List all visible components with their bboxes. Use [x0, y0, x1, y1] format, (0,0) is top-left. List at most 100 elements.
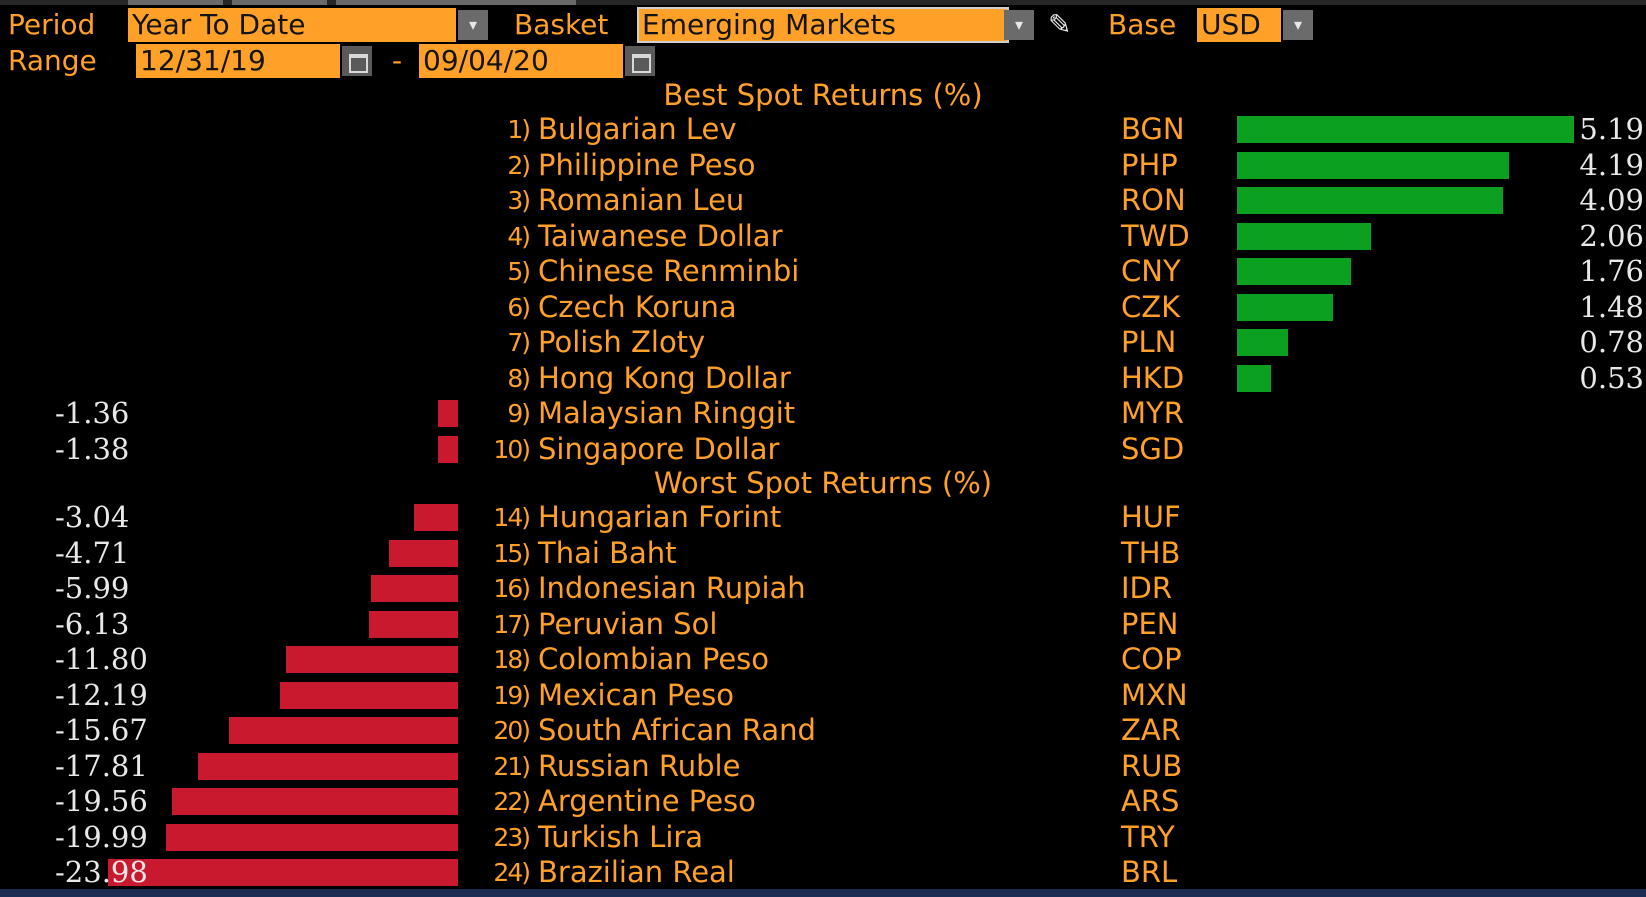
- list-item[interactable]: 4.09 3) Romanian Leu RON: [0, 183, 1646, 218]
- currency-code[interactable]: MXN: [1121, 677, 1188, 712]
- rank-number: 4): [507, 221, 531, 251]
- list-item[interactable]: 0.78 7) Polish Zloty PLN: [0, 325, 1646, 360]
- return-value: 1.48: [1579, 289, 1644, 324]
- rank-number: 2): [507, 150, 531, 180]
- list-item[interactable]: -3.04 14) Hungarian Forint HUF: [0, 500, 1646, 535]
- return-value: -3.04: [55, 500, 130, 534]
- return-value: 5.19: [1579, 112, 1644, 146]
- window-tab[interactable]: [336, 0, 576, 5]
- basket-select[interactable]: Emerging Markets: [637, 7, 1009, 43]
- currency-code[interactable]: PEN: [1121, 606, 1179, 641]
- currency-code[interactable]: PHP: [1121, 147, 1178, 182]
- range-label: Range: [8, 44, 97, 77]
- currency-name[interactable]: Hungarian Forint: [538, 500, 782, 534]
- rank-number: 8): [507, 363, 531, 393]
- currency-name[interactable]: Malaysian Ringgit: [538, 396, 796, 430]
- return-value: 4.19: [1579, 147, 1644, 182]
- currency-code[interactable]: HUF: [1121, 500, 1181, 534]
- list-item[interactable]: -15.67 20) South African Rand ZAR: [0, 713, 1646, 748]
- currency-code[interactable]: RUB: [1121, 748, 1183, 783]
- currency-code[interactable]: BGN: [1121, 112, 1185, 146]
- range-start-input[interactable]: 12/31/19: [136, 44, 340, 78]
- rank-number: 5): [507, 257, 531, 286]
- currency-code[interactable]: CZK: [1121, 289, 1181, 324]
- currency-code[interactable]: IDR: [1121, 571, 1173, 605]
- currency-name[interactable]: Polish Zloty: [538, 325, 706, 359]
- base-label: Base: [1108, 8, 1177, 41]
- currency-code[interactable]: TWD: [1121, 218, 1190, 253]
- pencil-icon[interactable]: ✎: [1048, 8, 1072, 41]
- currency-code[interactable]: BRL: [1121, 855, 1178, 889]
- currency-name[interactable]: Bulgarian Lev: [538, 112, 737, 146]
- range-separator: -: [392, 44, 403, 77]
- currency-code[interactable]: RON: [1121, 183, 1186, 217]
- currency-name[interactable]: Russian Ruble: [538, 748, 741, 783]
- return-value: -11.80: [55, 642, 148, 676]
- range-end-input[interactable]: 09/04/20: [419, 44, 623, 78]
- calendar-icon[interactable]: [342, 46, 372, 76]
- currency-code[interactable]: SGD: [1121, 431, 1185, 466]
- return-value: -1.36: [55, 396, 130, 430]
- currency-name[interactable]: Brazilian Real: [538, 855, 735, 889]
- list-item[interactable]: -19.99 23) Turkish Lira TRY: [0, 820, 1646, 855]
- rank-number: 6): [507, 292, 531, 322]
- currency-code[interactable]: CNY: [1121, 254, 1181, 288]
- negative-return-bar: [286, 646, 458, 673]
- return-value: 4.09: [1579, 183, 1644, 217]
- rank-number: 17): [493, 609, 531, 639]
- currency-name[interactable]: South African Rand: [538, 713, 816, 747]
- negative-return-bar: [280, 681, 458, 709]
- window-tab[interactable]: [232, 0, 327, 5]
- currency-name[interactable]: Turkish Lira: [538, 819, 704, 854]
- currency-code[interactable]: HKD: [1121, 360, 1185, 395]
- list-item[interactable]: -23.98 24) Brazilian Real BRL: [0, 855, 1646, 890]
- list-item[interactable]: -11.80 18) Colombian Peso COP: [0, 642, 1646, 677]
- currency-name[interactable]: Mexican Peso: [538, 677, 735, 712]
- period-select[interactable]: Year To Date: [128, 8, 456, 42]
- currency-name[interactable]: Indonesian Rupiah: [538, 571, 806, 605]
- list-item[interactable]: -1.38 10) Singapore Dollar SGD: [0, 432, 1646, 467]
- list-item[interactable]: -17.81 21) Russian Ruble RUB: [0, 749, 1646, 784]
- list-item[interactable]: -6.13 17) Peruvian Sol PEN: [0, 607, 1646, 642]
- list-item[interactable]: 0.53 8) Hong Kong Dollar HKD: [0, 361, 1646, 396]
- positive-return-bar: [1237, 187, 1503, 214]
- currency-name[interactable]: Peruvian Sol: [538, 606, 718, 641]
- negative-return-bar: [414, 504, 458, 531]
- list-item[interactable]: -1.36 9) Malaysian Ringgit MYR: [0, 396, 1646, 431]
- currency-name[interactable]: Singapore Dollar: [538, 431, 780, 466]
- list-item[interactable]: 1.48 6) Czech Koruna CZK: [0, 290, 1646, 325]
- currency-code[interactable]: ARS: [1121, 784, 1180, 818]
- currency-name[interactable]: Thai Baht: [538, 535, 677, 570]
- positive-return-bar: [1237, 222, 1371, 250]
- currency-name[interactable]: Czech Koruna: [538, 289, 737, 324]
- list-item[interactable]: 1.76 5) Chinese Renminbi CNY: [0, 254, 1646, 289]
- currency-name[interactable]: Colombian Peso: [538, 642, 770, 676]
- currency-name[interactable]: Philippine Peso: [538, 147, 756, 182]
- chevron-down-icon[interactable]: ▾: [458, 10, 488, 40]
- window-tab[interactable]: [128, 0, 223, 5]
- list-item[interactable]: -12.19 19) Mexican Peso MXN: [0, 678, 1646, 713]
- list-item[interactable]: -19.56 22) Argentine Peso ARS: [0, 784, 1646, 819]
- currency-code[interactable]: PLN: [1121, 325, 1177, 359]
- list-item[interactable]: 2.06 4) Taiwanese Dollar TWD: [0, 219, 1646, 254]
- chevron-down-icon[interactable]: ▾: [1283, 10, 1313, 40]
- currency-code[interactable]: MYR: [1121, 396, 1184, 430]
- list-item[interactable]: -5.99 16) Indonesian Rupiah IDR: [0, 571, 1646, 606]
- currency-code[interactable]: THB: [1121, 535, 1181, 570]
- currency-name[interactable]: Taiwanese Dollar: [538, 218, 783, 253]
- rank-number: 24): [493, 858, 531, 887]
- currency-name[interactable]: Hong Kong Dollar: [538, 360, 791, 395]
- currency-code[interactable]: COP: [1121, 642, 1182, 676]
- currency-code[interactable]: TRY: [1121, 819, 1175, 854]
- chevron-down-icon[interactable]: ▾: [1004, 10, 1034, 40]
- calendar-icon[interactable]: [625, 46, 655, 76]
- currency-name[interactable]: Argentine Peso: [538, 784, 756, 818]
- currency-code[interactable]: ZAR: [1121, 713, 1181, 747]
- list-item[interactable]: 5.19 1) Bulgarian Lev BGN: [0, 112, 1646, 147]
- currency-name[interactable]: Chinese Renminbi: [538, 254, 800, 288]
- return-value: -6.13: [55, 606, 130, 641]
- base-currency-select[interactable]: USD: [1197, 8, 1281, 42]
- list-item[interactable]: -4.71 15) Thai Baht THB: [0, 536, 1646, 571]
- currency-name[interactable]: Romanian Leu: [538, 183, 745, 217]
- list-item[interactable]: 4.19 2) Philippine Peso PHP: [0, 148, 1646, 183]
